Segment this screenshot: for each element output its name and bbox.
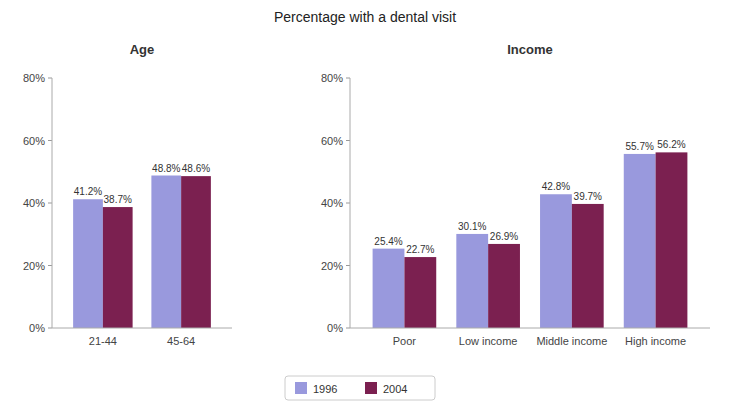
data-label: 56.2% xyxy=(657,139,685,150)
legend-label: 2004 xyxy=(383,383,407,395)
x-tick-label: 45-64 xyxy=(167,335,195,347)
x-tick-label: High income xyxy=(625,335,686,347)
bar xyxy=(624,154,656,328)
data-label: 41.2% xyxy=(74,186,102,197)
panel: Age 0% 20% 40% 60% 80% 41.2% 48.8% 38.7% 48.6% 21-… xyxy=(23,42,232,347)
legend: 1996 2004 xyxy=(285,376,435,400)
y-axis xyxy=(52,78,53,328)
bar xyxy=(103,207,133,328)
y-tick xyxy=(48,265,52,266)
x-axis xyxy=(350,328,710,329)
data-label: 42.8% xyxy=(542,181,570,192)
bars xyxy=(73,176,211,329)
y-tick xyxy=(346,78,350,79)
y-tick xyxy=(346,140,350,141)
y-tick-label: 0% xyxy=(327,322,343,334)
legend-frame xyxy=(285,376,435,400)
x-tick-label: Middle income xyxy=(536,335,607,347)
bar xyxy=(151,176,181,329)
y-tick-label: 80% xyxy=(321,72,343,84)
panel-title: Age xyxy=(130,42,155,57)
y-tick-label: 40% xyxy=(321,197,343,209)
bar xyxy=(540,194,572,328)
data-label: 38.7% xyxy=(104,194,132,205)
panel-title: Income xyxy=(507,42,553,57)
y-axis xyxy=(350,78,351,328)
data-label: 30.1% xyxy=(458,221,486,232)
data-labels: 41.2% 48.8% 38.7% 48.6% xyxy=(74,163,210,206)
bar xyxy=(488,244,520,328)
background xyxy=(0,0,730,408)
legend-swatch xyxy=(295,382,307,394)
y-tick xyxy=(48,78,52,79)
data-label: 25.4% xyxy=(374,236,402,247)
bar xyxy=(572,204,604,328)
y-tick-label: 0% xyxy=(29,322,45,334)
data-label: 48.6% xyxy=(182,163,210,174)
x-axis xyxy=(52,328,232,329)
y-tick-label: 80% xyxy=(23,72,45,84)
data-label: 22.7% xyxy=(406,244,434,255)
bar xyxy=(456,234,488,328)
y-tick xyxy=(346,265,350,266)
bars xyxy=(373,152,688,328)
legend-swatch xyxy=(365,382,377,394)
y-tick-label: 60% xyxy=(23,135,45,147)
x-tick-label: 21-44 xyxy=(89,335,117,347)
legend-label: 1996 xyxy=(313,383,337,395)
x-tick-label: Low income xyxy=(459,335,518,347)
y-tick-label: 60% xyxy=(321,135,343,147)
bar xyxy=(404,257,436,328)
main-title: Percentage with a dental visit xyxy=(274,9,456,25)
y-tick-label: 20% xyxy=(23,260,45,272)
panel: Income 0% 20% 40% 60% 80% 25.4% 30.1% 42.8% 55.7%… xyxy=(321,42,710,347)
chart-figure: Percentage with a dental visit Age 0% 20% 40… xyxy=(0,0,730,408)
bar xyxy=(181,176,211,328)
bar xyxy=(73,199,103,328)
bar xyxy=(373,249,405,328)
data-label: 55.7% xyxy=(625,141,653,152)
data-label: 48.8% xyxy=(152,163,180,174)
x-tick-label: Poor xyxy=(393,335,417,347)
bar xyxy=(656,152,688,328)
data-label: 26.9% xyxy=(490,231,518,242)
y-tick xyxy=(48,328,52,329)
y-tick xyxy=(346,203,350,204)
y-tick xyxy=(346,328,350,329)
y-tick-label: 40% xyxy=(23,197,45,209)
data-labels: 25.4% 30.1% 42.8% 55.7% 22.7% 26.9% 39.7% 56.2% xyxy=(374,139,685,255)
y-tick xyxy=(48,140,52,141)
data-label: 39.7% xyxy=(574,191,602,202)
y-tick-label: 20% xyxy=(321,260,343,272)
y-tick xyxy=(48,203,52,204)
